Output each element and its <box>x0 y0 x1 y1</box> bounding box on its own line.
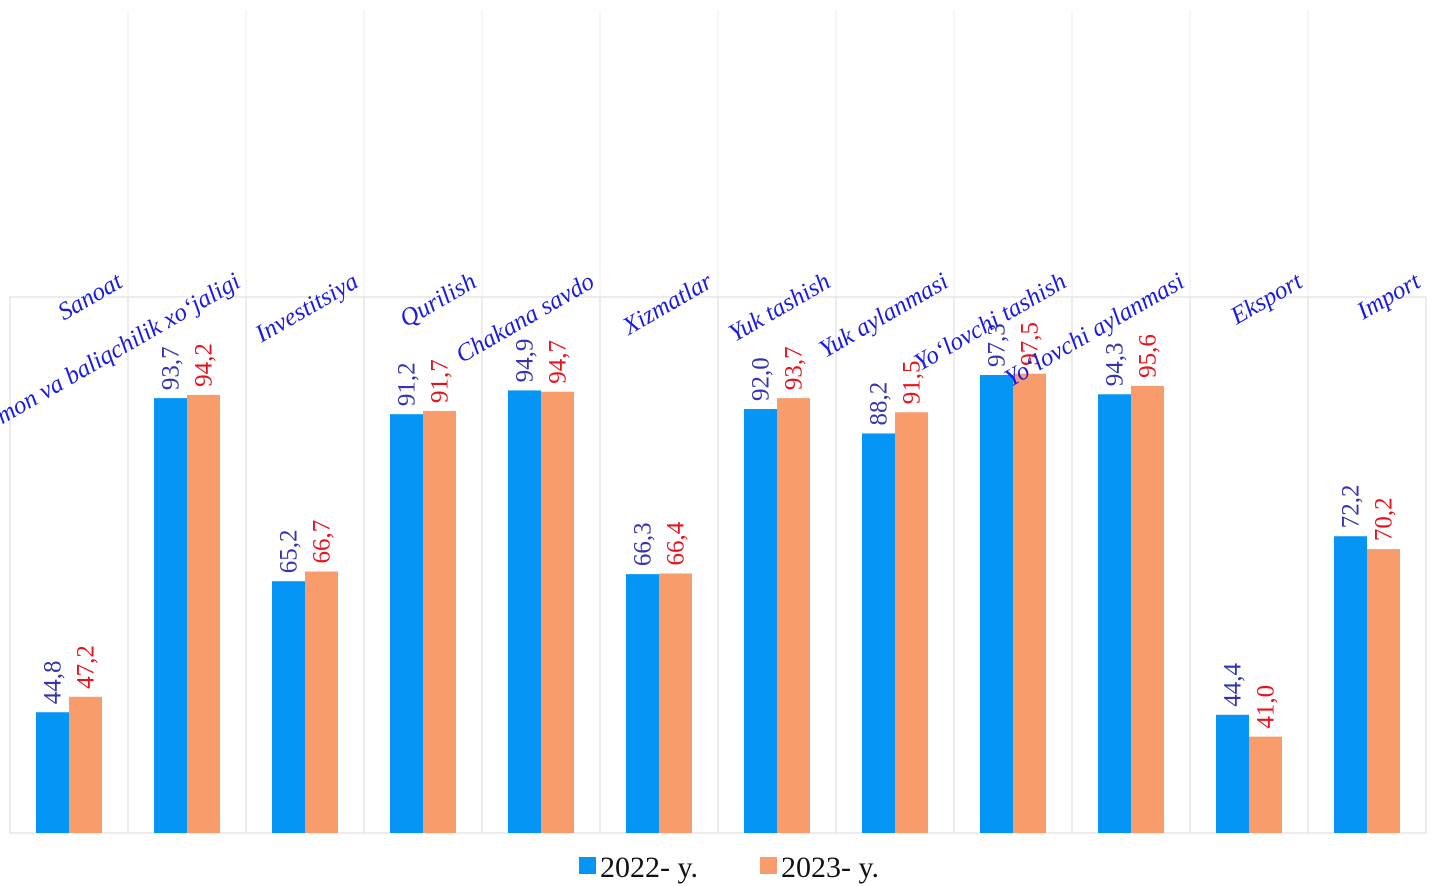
data-label-2022-8: 97,3 <box>984 323 1011 367</box>
bar-2023-6 <box>777 398 810 833</box>
legend-label-2023: 2023- y. <box>781 851 879 884</box>
data-label-2022-1: 93,7 <box>158 346 185 390</box>
bar-2023-8 <box>1013 373 1046 833</box>
bar-2022-4 <box>508 390 541 833</box>
category-label-6: Yuk tashish <box>724 268 835 348</box>
category-label-0: Sanoat <box>53 267 128 326</box>
bars-group <box>36 373 1400 833</box>
category-label-11: Import <box>1352 267 1426 325</box>
category-label-5: Xizmatlar <box>617 268 717 341</box>
data-label-2022-10: 44,4 <box>1220 663 1247 707</box>
data-label-2023-10: 41,0 <box>1253 685 1280 729</box>
data-label-2023-11: 70,2 <box>1371 497 1398 541</box>
value-labels-group: 44,8 93,7 65,2 91,2 94,9 66,3 92,0 88,2 97,3 94,3… <box>40 322 1398 729</box>
bar-2022-0 <box>36 712 69 833</box>
legend-label-2022: 2022- y. <box>600 851 698 884</box>
data-label-2022-5: 66,3 <box>630 522 657 566</box>
data-label-2023-0: 47,2 <box>73 645 100 689</box>
bar-2022-2 <box>272 581 305 833</box>
data-label-2022-6: 92,0 <box>748 357 775 401</box>
bar-2022-8 <box>980 375 1013 833</box>
bar-2023-7 <box>895 412 928 833</box>
bar-2022-11 <box>1334 536 1367 833</box>
legend-swatch-2023 <box>760 857 777 874</box>
bar-2022-6 <box>744 409 777 833</box>
bar-2023-2 <box>305 571 338 833</box>
data-label-2022-3: 91,2 <box>394 362 421 406</box>
bar-2023-0 <box>69 696 102 833</box>
bar-2023-3 <box>423 410 456 833</box>
data-label-2022-11: 72,2 <box>1338 484 1365 528</box>
bar-2023-1 <box>187 394 220 833</box>
data-label-2022-9: 94,3 <box>1102 343 1129 387</box>
data-label-2023-4: 94,7 <box>545 340 572 384</box>
legend: 2022- y. 2023- y. <box>579 851 879 884</box>
data-label-2023-6: 93,7 <box>781 346 808 390</box>
data-label-2023-5: 66,4 <box>663 521 690 565</box>
data-label-2023-1: 94,2 <box>191 343 218 387</box>
data-label-2023-7: 91,5 <box>899 361 926 405</box>
data-label-2022-7: 88,2 <box>866 382 893 426</box>
bar-2023-4 <box>541 391 574 833</box>
bar-2023-9 <box>1131 385 1164 833</box>
bar-2023-5 <box>659 573 692 833</box>
bar-2023-11 <box>1367 549 1400 833</box>
bar-2022-7 <box>862 433 895 833</box>
data-label-2023-3: 91,7 <box>427 359 454 403</box>
data-label-2022-2: 65,2 <box>276 529 303 573</box>
bar-2022-5 <box>626 574 659 833</box>
bar-2022-3 <box>390 414 423 833</box>
legend-swatch-2022 <box>579 857 596 874</box>
category-separators <box>9 10 1427 834</box>
data-label-2022-4: 94,9 <box>512 339 539 383</box>
bar-2022-9 <box>1098 394 1131 833</box>
bar-2023-10 <box>1249 736 1282 833</box>
bar-2022-10 <box>1216 714 1249 833</box>
category-label-2: Investitsiya <box>250 268 363 349</box>
category-label-3: Qurilish <box>395 268 481 333</box>
category-label-10: Eksport <box>1225 267 1308 330</box>
data-label-2022-0: 44,8 <box>40 660 67 704</box>
bar-2022-1 <box>154 398 187 833</box>
data-label-2023-8: 97,5 <box>1017 322 1044 366</box>
data-label-2023-2: 66,7 <box>309 520 336 564</box>
data-label-2023-9: 95,6 <box>1135 334 1162 378</box>
